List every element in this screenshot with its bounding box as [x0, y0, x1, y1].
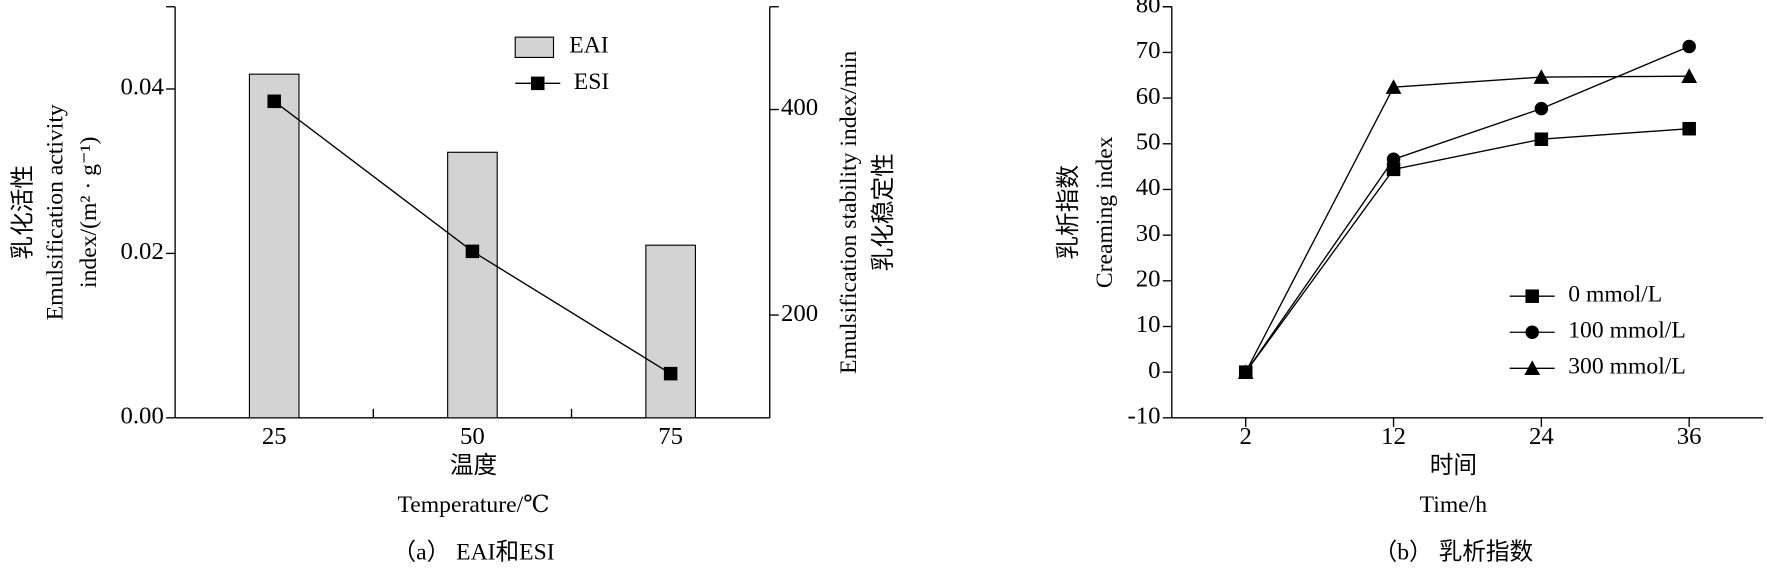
marker	[1682, 39, 1696, 54]
legend-label: EAI	[569, 33, 609, 59]
y-tick-label: 10	[1136, 311, 1161, 338]
x-tick-label: 25	[262, 423, 287, 450]
marker	[465, 244, 480, 259]
y-tick-label: 60	[1136, 83, 1161, 110]
x-tick-label: 75	[658, 423, 683, 450]
y-axis-label: 乳析指数	[1055, 165, 1082, 260]
x-tick-label: 24	[1529, 423, 1554, 450]
y-tick-label: 20	[1136, 265, 1161, 292]
marker	[1534, 101, 1549, 116]
marker	[1682, 121, 1696, 136]
y-tick-label: 30	[1136, 220, 1161, 247]
y-tick-label: 0.04	[120, 74, 163, 101]
line	[1245, 128, 1690, 373]
y2-axis-label: Emulsification stability index/min	[836, 51, 862, 374]
bar	[645, 244, 696, 419]
marker	[1533, 69, 1550, 84]
legend-label: 100 mmol/L	[1568, 318, 1686, 344]
line	[1245, 45, 1690, 373]
x-tick-label: 12	[1381, 423, 1406, 450]
marker	[1386, 152, 1401, 167]
y-axis-label: 乳化活性	[10, 165, 37, 260]
marker	[1386, 162, 1401, 177]
legend-marker	[1524, 360, 1541, 376]
bar	[447, 151, 498, 419]
legend-label: 0 mmol/L	[1568, 282, 1662, 308]
y-tick-label: 50	[1136, 128, 1161, 155]
y2-tick-label: 400	[781, 94, 818, 121]
marker	[663, 366, 678, 381]
legend-marker	[530, 76, 545, 91]
line	[1245, 75, 1690, 373]
y-tick-label: 40	[1136, 174, 1161, 201]
marker	[1385, 79, 1402, 94]
caption: （b） 乳析指数	[1374, 539, 1534, 566]
y-axis-label: Emulsification activity	[42, 104, 68, 320]
x-axis-label: Temperature/℃	[397, 492, 549, 518]
y-tick-label: -10	[1128, 403, 1161, 430]
legend-label: ESI	[574, 69, 610, 95]
x-axis-label: 时间	[1430, 452, 1477, 479]
y-axis-label: Creaming index	[1092, 136, 1118, 288]
y-axis-label: index/(m² · g⁻¹)	[76, 137, 102, 288]
marker	[1534, 132, 1549, 146]
x-axis-label: Time/h	[1420, 492, 1488, 518]
x-tick-label: 36	[1677, 423, 1702, 450]
marker	[1681, 68, 1698, 83]
y2-tick-label: 200	[781, 300, 818, 327]
legend-swatch	[514, 36, 555, 59]
x-tick-label: 50	[460, 423, 485, 450]
y2-axis-label: 乳化稳定性	[870, 153, 897, 271]
x-axis-label: 温度	[450, 452, 497, 479]
legend-marker	[1525, 325, 1539, 339]
bar	[248, 73, 300, 419]
y-tick-label: 0.02	[120, 238, 163, 265]
legend-marker	[1525, 289, 1539, 303]
y-tick-label: 80	[1136, 0, 1161, 18]
legend-label: 300 mmol/L	[1568, 354, 1686, 380]
caption: （a） EAI和ESI	[392, 539, 554, 566]
y-tick-label: 70	[1136, 37, 1161, 64]
y-tick-label: 0.00	[120, 403, 163, 430]
y-tick-label: 0	[1148, 357, 1160, 384]
marker	[1237, 364, 1254, 379]
marker	[267, 94, 281, 109]
x-tick-label: 2	[1240, 423, 1252, 450]
